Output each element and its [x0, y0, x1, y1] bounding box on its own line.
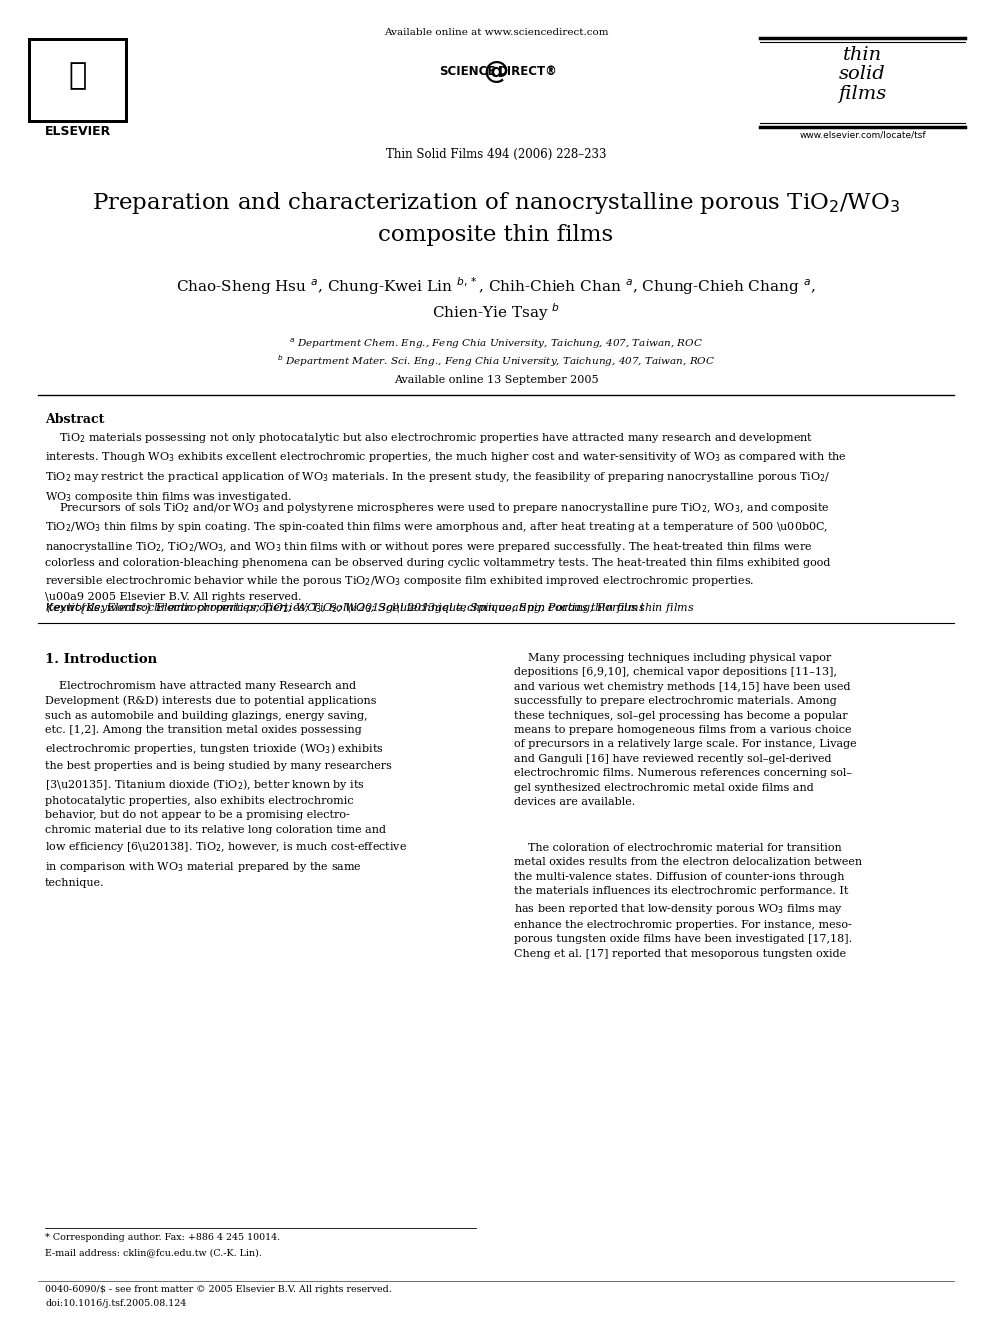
Text: Thin Solid Films 494 (2006) 228–233: Thin Solid Films 494 (2006) 228–233	[386, 148, 606, 161]
Bar	[28, 38, 128, 123]
Text: Abstract: Abstract	[45, 413, 104, 426]
Text: Many processing techniques including physical vapor
depositions [6,9,10], chemic: Many processing techniques including phy…	[514, 654, 856, 807]
Text: ELSEVIER: ELSEVIER	[45, 124, 111, 138]
Text: doi:10.1016/j.tsf.2005.08.124: doi:10.1016/j.tsf.2005.08.124	[45, 1299, 186, 1308]
Text: Precursors of sols TiO$_2$ and/or WO$_3$ and polystyrene microspheres were used : Precursors of sols TiO$_2$ and/or WO$_3$…	[45, 501, 830, 602]
Text: Chien-Yie Tsay $^b$: Chien-Yie Tsay $^b$	[432, 302, 560, 323]
Text: Available online 13 September 2005: Available online 13 September 2005	[394, 374, 598, 385]
Text: 1. Introduction: 1. Introduction	[45, 654, 157, 665]
Text: SCIENCE: SCIENCE	[439, 65, 496, 78]
Text: Electrochromism have attracted many Research and
Development (R&D) interests due: Electrochromism have attracted many Rese…	[45, 681, 407, 888]
Text: \textit{Keywords:} Electrochromic properties; TiO$_2$; WO$_3$; Sol\u2013gel tech: \textit{Keywords:} Electrochromic proper…	[45, 601, 694, 615]
Text: * Corresponding author. Fax: +886 4 245 10014.: * Corresponding author. Fax: +886 4 245 …	[45, 1233, 280, 1242]
Text: www.elsevier.com/locate/tsf: www.elsevier.com/locate/tsf	[800, 131, 926, 140]
Text: Chao-Sheng Hsu $^a$, Chung-Kwei Lin $^{b,*}$, Chih-Chieh Chan $^a$, Chung-Chieh : Chao-Sheng Hsu $^a$, Chung-Kwei Lin $^{b…	[177, 275, 815, 296]
Text: $\it{Keywords}$: Electrochromic properties; TiO$_2$; WO$_3$; Sol\u2013gel techni: $\it{Keywords}$: Electrochromic properti…	[45, 601, 646, 615]
Text: E-mail address: cklin@fcu.edu.tw (C.-K. Lin).: E-mail address: cklin@fcu.edu.tw (C.-K. …	[45, 1248, 262, 1257]
Text: Available online at www.sciencedirect.com: Available online at www.sciencedirect.co…	[384, 28, 608, 37]
Text: $^a$ Department Chem. Eng., Feng Chia University, Taichung, 407, Taiwan, ROC: $^a$ Department Chem. Eng., Feng Chia Un…	[289, 337, 703, 352]
Text: @: @	[483, 60, 509, 83]
Text: DIRECT®: DIRECT®	[498, 65, 558, 78]
Text: 0040-6090/$ - see front matter © 2005 Elsevier B.V. All rights reserved.: 0040-6090/$ - see front matter © 2005 El…	[45, 1285, 392, 1294]
Text: 🌿: 🌿	[68, 61, 87, 90]
Bar	[31, 41, 125, 120]
Text: TiO$_2$ materials possessing not only photocatalytic but also electrochromic pro: TiO$_2$ materials possessing not only ph…	[45, 431, 846, 504]
Text: thin
solid
films: thin solid films	[838, 46, 887, 103]
Text: The coloration of electrochromic material for transition
metal oxides results fr: The coloration of electrochromic materia…	[514, 843, 862, 959]
Text: composite thin films: composite thin films	[378, 224, 614, 246]
Text: $^b$ Department Mater. Sci. Eng., Feng Chia University, Taichung, 407, Taiwan, R: $^b$ Department Mater. Sci. Eng., Feng C…	[277, 353, 715, 369]
Text: Preparation and characterization of nanocrystalline porous TiO$_2$/WO$_3$: Preparation and characterization of nano…	[92, 191, 900, 216]
